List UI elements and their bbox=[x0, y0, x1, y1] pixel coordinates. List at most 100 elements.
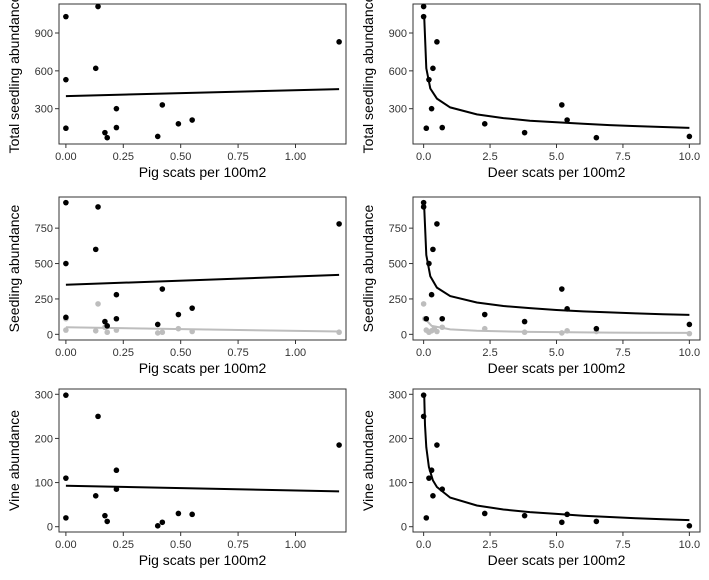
data-point bbox=[439, 315, 446, 322]
x-axis-title: Deer scats per 100m2 bbox=[488, 552, 626, 568]
data-point bbox=[423, 515, 430, 521]
data-point bbox=[159, 102, 166, 108]
x-tick-label: 0.75 bbox=[227, 539, 248, 551]
data-point bbox=[113, 124, 120, 131]
data-point bbox=[593, 134, 600, 141]
data-point bbox=[92, 246, 99, 253]
x-axis-title: Pig scats per 100m2 bbox=[139, 360, 267, 376]
x-tick-label: 0.0 bbox=[416, 151, 431, 163]
data-point bbox=[426, 475, 432, 481]
data-point bbox=[104, 134, 111, 141]
x-tick-label: 5.0 bbox=[549, 347, 564, 359]
data-point bbox=[593, 325, 600, 332]
panel-border bbox=[412, 388, 701, 533]
data-point bbox=[428, 105, 435, 112]
data-point bbox=[95, 413, 101, 420]
data-point bbox=[189, 511, 195, 518]
y-axis-title: Total seedling abundance bbox=[360, 0, 376, 153]
data-point bbox=[63, 327, 69, 333]
data-point bbox=[434, 221, 440, 227]
panel-p2: 0.0 2.5 5.0 7.5 10.0 300 600 900 Deer scats per … bbox=[360, 0, 701, 180]
panel-p3: 0.00 0.25 0.50 0.75 1.00 0 250 500 750 Pig scats … bbox=[6, 196, 347, 376]
x-tick-label: 2.5 bbox=[482, 347, 497, 359]
y-tick-label: 300 bbox=[389, 104, 407, 116]
y-tick-label: 300 bbox=[389, 389, 407, 401]
data-point bbox=[559, 102, 565, 108]
data-point bbox=[430, 493, 436, 499]
y-tick-label: 500 bbox=[389, 259, 407, 271]
y-axis-title: Vine abundance bbox=[6, 410, 22, 511]
data-point bbox=[104, 329, 111, 336]
data-point bbox=[559, 519, 565, 526]
data-point bbox=[104, 518, 111, 525]
data-point bbox=[92, 493, 99, 499]
data-point bbox=[434, 442, 440, 448]
data-point bbox=[686, 133, 693, 140]
x-tick-label: 7.5 bbox=[615, 539, 630, 551]
x-tick-label: 10.0 bbox=[679, 151, 700, 163]
data-point bbox=[189, 305, 195, 311]
y-tick-label: 200 bbox=[389, 433, 407, 445]
data-point bbox=[113, 315, 120, 322]
y-axis-title: Vine abundance bbox=[360, 410, 376, 511]
y-tick-label: 300 bbox=[35, 389, 53, 401]
x-tick-label: 1.00 bbox=[285, 347, 306, 359]
data-point bbox=[95, 301, 101, 307]
x-tick-label: 5.0 bbox=[549, 151, 564, 163]
data-point bbox=[63, 125, 69, 132]
panel-border bbox=[58, 196, 347, 341]
data-point bbox=[434, 39, 440, 45]
data-point bbox=[564, 117, 570, 123]
data-point bbox=[430, 65, 436, 72]
x-tick-label: 10.0 bbox=[679, 347, 700, 359]
panel-border bbox=[58, 3, 347, 145]
data-point bbox=[63, 199, 69, 206]
y-tick-label: 0 bbox=[47, 329, 53, 341]
x-tick-label: 2.5 bbox=[482, 151, 497, 163]
data-point bbox=[336, 39, 342, 45]
y-axis-title: Total seedling abundance bbox=[6, 0, 22, 153]
data-point bbox=[159, 519, 166, 526]
x-axis-title: Deer scats per 100m2 bbox=[488, 164, 626, 180]
data-point bbox=[63, 76, 69, 83]
data-point bbox=[428, 291, 435, 298]
data-point bbox=[430, 246, 436, 253]
data-point bbox=[63, 475, 69, 481]
data-point bbox=[63, 314, 69, 321]
x-tick-label: 0.50 bbox=[170, 151, 191, 163]
data-point bbox=[154, 321, 161, 328]
data-point bbox=[92, 327, 99, 334]
data-point bbox=[336, 221, 342, 227]
x-tick-label: 0.0 bbox=[416, 539, 431, 551]
x-tick-label: 1.00 bbox=[285, 539, 306, 551]
y-tick-label: 200 bbox=[35, 433, 53, 445]
data-point bbox=[63, 260, 69, 267]
x-tick-label: 0.25 bbox=[113, 347, 134, 359]
y-axis-title: Seedling abundance bbox=[360, 204, 376, 332]
y-tick-label: 0 bbox=[401, 329, 407, 341]
panel-p5: 0.00 0.25 0.50 0.75 1.00 0 100 200 300 Pig scats … bbox=[6, 388, 347, 568]
data-point bbox=[686, 321, 693, 328]
y-tick-label: 300 bbox=[35, 104, 53, 116]
data-point bbox=[95, 3, 101, 10]
x-tick-label: 0.00 bbox=[55, 347, 76, 359]
data-point bbox=[423, 315, 430, 322]
fit-line bbox=[423, 394, 690, 522]
data-point bbox=[104, 323, 111, 329]
data-point bbox=[336, 442, 342, 448]
y-tick-label: 100 bbox=[389, 478, 407, 490]
x-axis-title: Pig scats per 100m2 bbox=[139, 164, 267, 180]
data-point bbox=[63, 392, 69, 398]
y-tick-label: 100 bbox=[35, 478, 53, 490]
fit-line bbox=[65, 273, 340, 286]
x-axis-title: Pig scats per 100m2 bbox=[139, 552, 267, 568]
y-tick-label: 250 bbox=[35, 294, 53, 306]
x-tick-label: 0.50 bbox=[170, 539, 191, 551]
panel-p6: 0.0 2.5 5.0 7.5 10.0 0 100 200 300 Deer scats per… bbox=[360, 388, 701, 568]
data-point bbox=[420, 301, 427, 307]
data-point bbox=[113, 486, 120, 492]
x-tick-label: 0.00 bbox=[55, 151, 76, 163]
y-tick-label: 750 bbox=[35, 223, 53, 235]
x-tick-label: 1.00 bbox=[285, 151, 306, 163]
